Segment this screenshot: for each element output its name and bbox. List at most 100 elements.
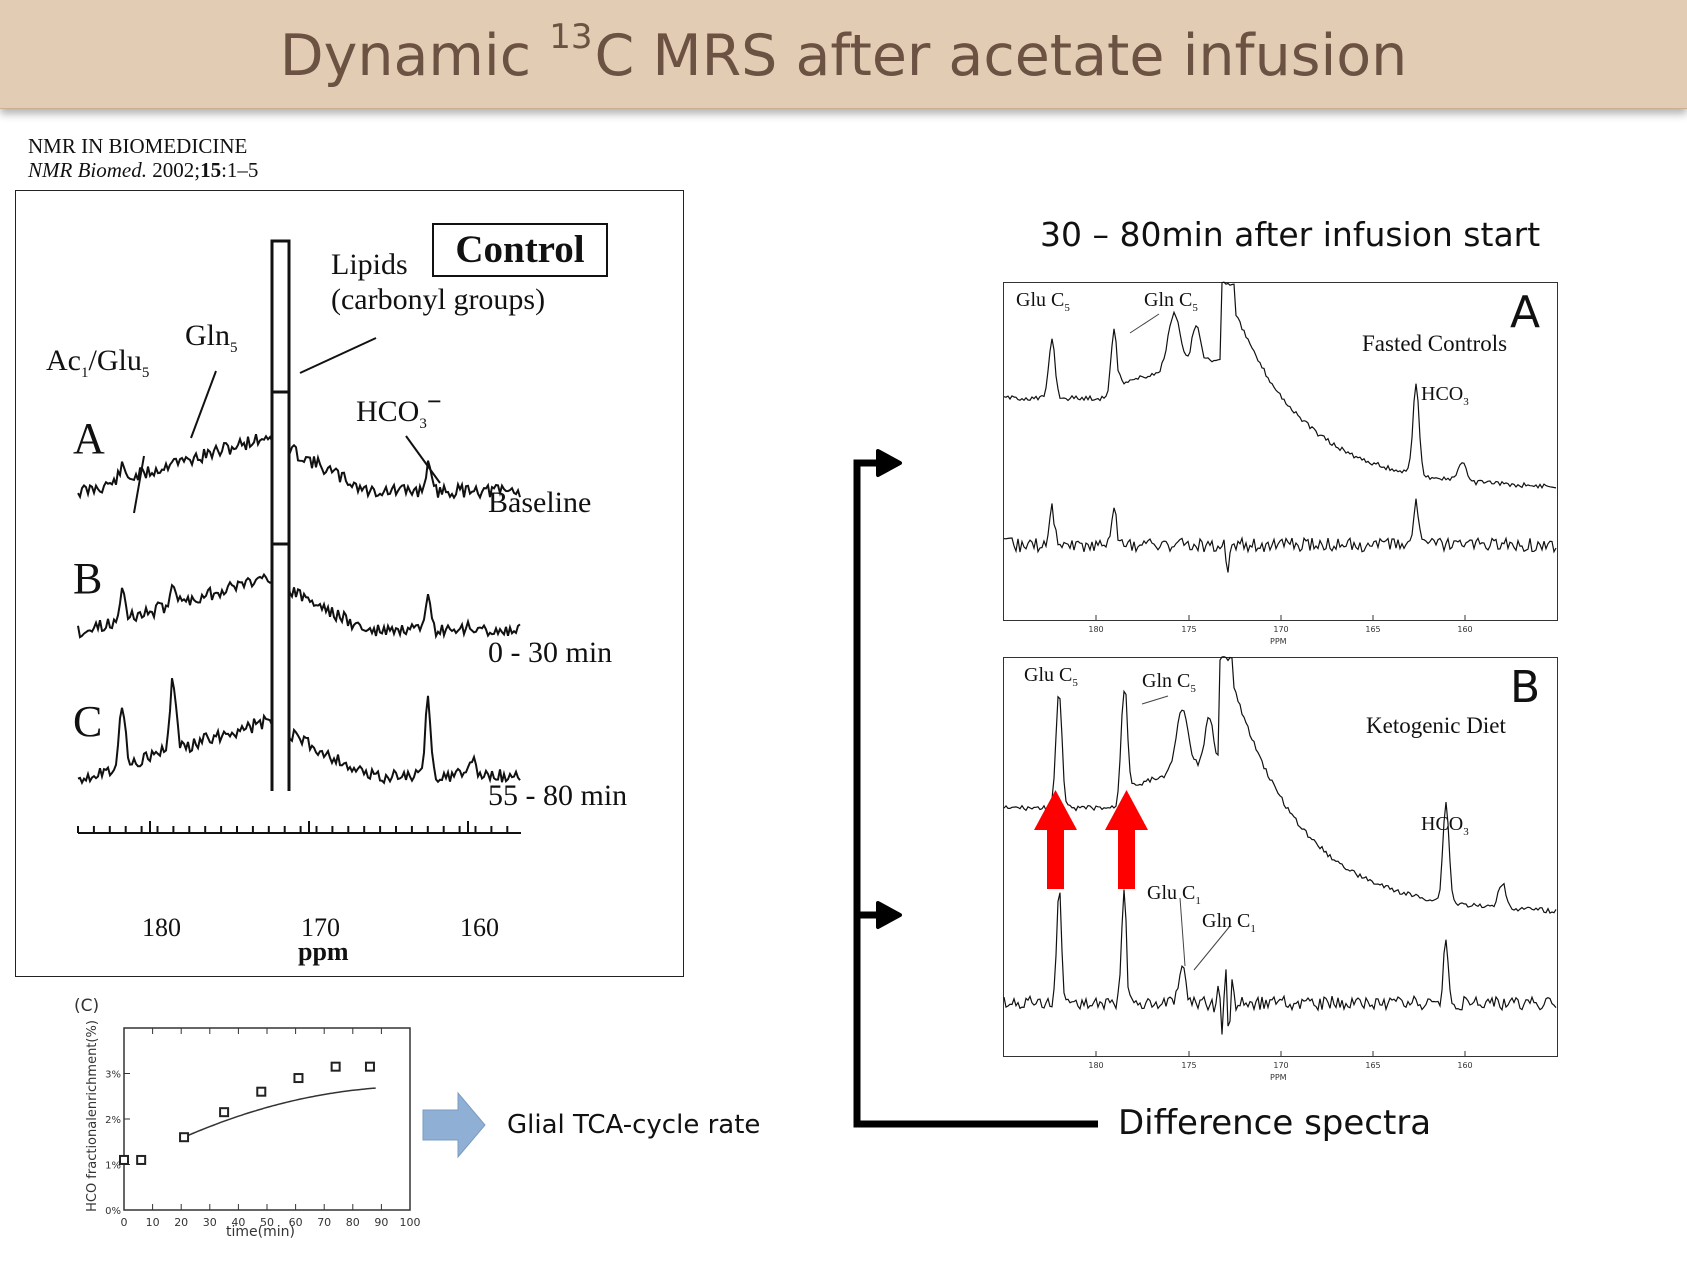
x-tick-180: 180 [142,913,181,942]
row-label-c: C [73,697,103,746]
spectrum-a-tick-label: 180 [1088,625,1103,634]
spectrum-b-tick-label: 165 [1365,1061,1380,1070]
glu-c5-label-b: Glu C5 [1024,664,1078,689]
spectrum-trace-c [77,678,521,786]
spectrum-a-tick-label: 160 [1457,625,1472,634]
arrow-to-panel-a-icon [876,449,902,477]
spectrum-b-difference-trace [1003,889,1557,1035]
leader-line-hco [405,435,441,484]
difference-spectra-label: Difference spectra [1118,1103,1432,1143]
spectrum-panel-b: 180 175 170 165 160 Glu C5 Gln C5 B Ketogeni… [1003,656,1558,1082]
inset-xlabel: time(min) [226,1224,295,1240]
ref-journal: NMR Biomed. [28,158,147,182]
x-tick-170: 170 [301,913,340,942]
leader-line-ac [133,455,145,514]
spectra-traces [77,432,521,786]
inset-x-tick-label: 80 [346,1216,360,1229]
spectrum-trace-b [77,572,521,640]
inset-data-point [293,1073,304,1084]
leader-line-gln [190,370,217,439]
spectrum-b-traces [1003,656,1557,1035]
inset-data-point [179,1132,190,1143]
ref-pages: :1–5 [221,158,259,182]
time-label-55-80: 55 - 80 min [488,779,628,812]
spectrum-a-upper-trace [1003,281,1557,490]
x-unit-a: PPM [1270,637,1287,646]
gln-c5-text-b: Gln C [1142,670,1191,692]
x-unit-b: PPM [1270,1073,1287,1082]
glu-c5-sub-a: 5 [1064,302,1070,314]
inset-x-tick-label: 70 [317,1216,331,1229]
hco3-label-a: HCO3 [1421,383,1469,408]
hco-sup: − [426,387,442,416]
inset-data-point [136,1154,147,1165]
spectrum-b-svg: 180 175 170 165 160 [1003,656,1557,1070]
spectrum-a-svg: 180 175 170 165 160 [1003,281,1557,634]
flow-arrow-icon [422,1091,486,1159]
arrow-to-panel-b-icon [876,901,902,929]
x-tick-160: 160 [460,913,499,942]
spectrum-b-upper-trace [1003,656,1557,914]
right-heading: 30 – 80min after infusion start [1040,215,1541,254]
control-box: Control [432,223,608,277]
inset-x-tick-label: 50 [260,1216,274,1229]
gln-c5-label-b: Gln C5 [1142,670,1196,695]
hco3-text-b: HCO [1421,813,1464,835]
gln-c1-leader [1193,925,1231,971]
inset-data-point [219,1107,230,1118]
spectrum-a-tick-label: 175 [1181,625,1196,634]
inset-data-point [119,1154,129,1165]
lipids-sublabel: (carbonyl groups) [331,283,546,316]
inset-x-tick-label: 60 [289,1216,303,1229]
row-label-a: A [73,414,105,463]
hco3-label-b: HCO3 [1421,813,1469,838]
inset-x-tick-label: 10 [146,1216,160,1229]
time-label-0-30: 0 - 30 min [488,636,613,669]
glu-c1-text: Glu C [1147,882,1196,904]
ref-volume: 15 [200,158,222,182]
inset-y-tick-label: 2% [105,1115,121,1126]
gln5-label: Gln5 [185,319,238,357]
glu-c5-label-a: Glu C5 [1016,289,1070,314]
slide-title: Dynamic 13C MRS after acetate infusion [0,0,1687,109]
glu-sub: 5 [141,365,150,381]
panel-b-title: Ketogenic Diet [1366,713,1506,738]
gln-c5-sub-a: 5 [1192,302,1198,314]
inset-data-point [330,1061,341,1072]
ac-glu-label: Ac1/Glu5 [46,344,149,382]
spectrum-a-axis: 180 175 170 165 160 [1088,615,1473,634]
glu-c5-sub-b: 5 [1072,677,1078,689]
ppm-axis [77,821,521,834]
panel-b-letter: B [1510,662,1541,713]
leader-line-lipids [299,337,377,374]
lipid-peak-box-c [270,542,291,791]
citation: NMR IN BIOMEDICINE NMR Biomed. 2002;15:1… [28,134,258,182]
gln-c5-label-a: Gln C5 [1144,289,1198,314]
spectrum-panel-a: 180 175 170 165 160 Glu C5 Gln C5 A Fasted C… [1003,281,1558,646]
inset-data-point [364,1061,375,1072]
spectrum-a-traces [1003,281,1557,573]
spectrum-b-tick-label: 180 [1088,1061,1103,1070]
inset-panel-label: (C) [74,996,100,1016]
journal-reference: NMR Biomed. 2002;15:1–5 [28,158,258,182]
inset-x-tick-label: 90 [374,1216,388,1229]
spectrum-trace-a [77,432,521,500]
spectrum-a-tick-label: 165 [1365,625,1380,634]
gln-c1-label: Gln C1 [1202,910,1256,935]
gln5-text: Gln [185,319,230,352]
hco3-text-a: HCO [1421,383,1464,405]
inset-y-tick-label: 0% [105,1206,121,1217]
hco-text: HCO [356,395,420,428]
inset-x-tick-label: 20 [174,1216,188,1229]
spectrum-a-difference-trace [1003,498,1557,573]
panel-a-title: Fasted Controls [1362,331,1508,356]
gln-c5-text-a: Gln C [1144,289,1193,311]
spectrum-b-axis: 180 175 170 165 160 [1088,1051,1473,1070]
hco3-label: HCO3− [356,387,442,433]
glu-c5-text-a: Glu C [1016,289,1065,311]
glu-c1-leader [1179,897,1186,967]
hco3-sub-b: 3 [1463,826,1469,838]
